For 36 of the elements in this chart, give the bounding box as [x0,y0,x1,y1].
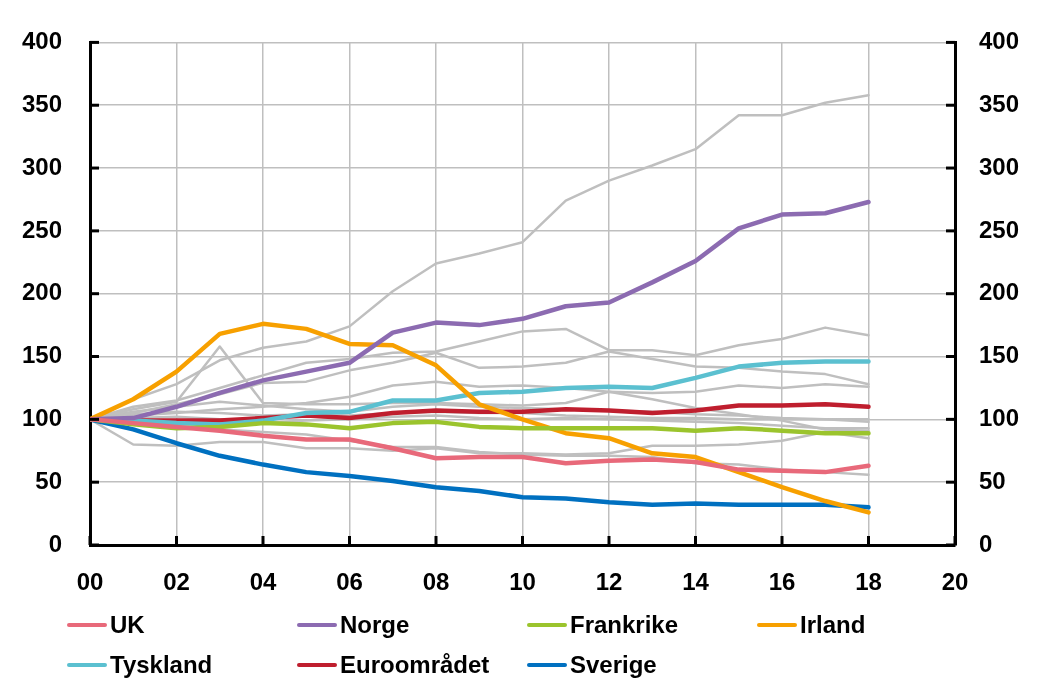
y-tick-label: 100 [21,403,62,431]
y2-tick-label: 350 [979,89,1020,117]
y2-tick-label: 0 [979,529,993,557]
legend-label: UK [110,611,145,639]
x-tick-label: 12 [595,568,623,596]
x-tick-label: 10 [509,568,536,596]
legend-label: Tyskland [110,651,213,679]
y-tick-label: 300 [21,152,62,180]
x-tick-label: 00 [76,568,104,596]
y-tick-label: 0 [48,529,62,557]
y2-tick-label: 300 [979,152,1020,180]
y2-tick-label: 100 [979,403,1020,431]
x-tick-label: 18 [855,568,882,596]
y-tick-label: 350 [21,89,62,117]
y2-tick-label: 400 [979,27,1020,55]
y2-tick-label: 200 [979,278,1020,306]
y2-tick-label: 50 [979,466,1006,494]
legend-label: Irland [800,611,866,639]
x-tick-label: 14 [682,568,710,596]
y-tick-label: 250 [21,215,62,243]
legend-label: Norge [340,611,410,639]
x-tick-label: 02 [163,568,190,596]
legend-label: Frankrike [570,611,679,639]
x-tick-label: 06 [336,568,363,596]
x-tick-label: 04 [249,568,277,596]
y2-tick-label: 250 [979,215,1020,243]
y2-tick-label: 150 [979,341,1020,369]
y-tick-label: 200 [21,278,62,306]
x-tick-label: 08 [422,568,450,596]
y-tick-label: 400 [21,27,62,55]
y-tick-label: 150 [21,341,62,369]
y-tick-label: 50 [35,466,62,494]
legend-label: Euroområdet [340,651,490,679]
legend-label: Sverige [570,651,657,679]
x-tick-label: 16 [768,568,796,596]
x-tick-label: 20 [941,568,969,596]
